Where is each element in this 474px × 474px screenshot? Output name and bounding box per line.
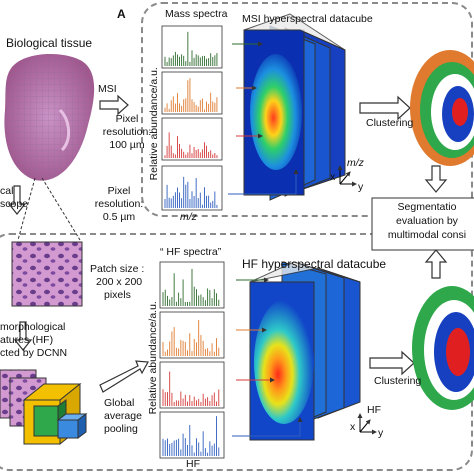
msi-spectra-title: Mass spectra — [165, 8, 228, 20]
microscope-label-1: cal — [0, 185, 14, 197]
segmentation-map-top — [410, 50, 474, 166]
msi-pixel-res-2: resolution: — [102, 126, 152, 138]
morph-label-1: morphological — [0, 321, 66, 333]
clustering-label-1: Clustering — [366, 117, 414, 129]
hf-pixel-res-3: 0.5 µm — [102, 211, 136, 223]
hf-pixel-res-2: resolution: — [94, 198, 144, 210]
pooling-arrow — [99, 360, 149, 393]
tissue-patch-image — [11, 241, 83, 307]
msi-cube-y-label: y — [358, 181, 364, 193]
clustering-arrow-2 — [369, 350, 415, 376]
hf-y-axis-label: Relative abundance/a.u. — [147, 301, 160, 415]
patch-size-3: pixels — [104, 289, 131, 301]
hf-cube-x-label: x — [350, 421, 356, 433]
msi-datacube — [243, 13, 346, 201]
tissue-title: Biological tissue — [6, 36, 93, 50]
segmentation-box — [371, 197, 474, 251]
segmentation-text-2: evaluation by — [396, 215, 458, 227]
microscope-label-2: scope — [0, 198, 29, 210]
panel-label: A — [117, 7, 126, 21]
msi-cube-depth-label: m/z — [347, 157, 364, 169]
msi-pixel-res-3: 100 µm — [109, 139, 145, 151]
msi-y-axis-label: Relative abundance/a.u. — [148, 67, 161, 181]
pooling-label-3: pooling — [104, 423, 138, 435]
pooling-label-2: average — [104, 410, 142, 422]
patch-size-2: 200 x 200 — [96, 276, 143, 288]
hf-datacube — [249, 261, 361, 441]
seg-up-arrow — [424, 249, 448, 279]
down-arrow-1 — [7, 185, 27, 215]
hf-cube-depth-label: HF — [367, 404, 381, 416]
hf-datacube-title: HF hyperspectral datacube — [242, 257, 387, 271]
msi-spectra-group — [161, 25, 223, 211]
morph-label-3: cted by DCNN — [0, 347, 68, 359]
segmentation-text-1: Segmentatio — [397, 201, 457, 213]
patch-size-1: Patch size : — [90, 263, 145, 275]
msi-x-axis-label: m/z — [180, 211, 197, 223]
pooling-label-1: Global — [104, 397, 135, 409]
segmentation-map-bottom — [412, 286, 474, 410]
clustering-arrow-1 — [359, 95, 411, 121]
msi-datacube-title: MSI hyperspectral datacube — [242, 13, 373, 25]
segmentation-text-3: multimodal consi — [387, 229, 467, 241]
down-arrow-2 — [13, 321, 33, 351]
tissue-section-image — [4, 54, 95, 181]
msi-pixel-res-1: Pixel — [115, 113, 139, 125]
hf-x-axis-label: HF — [186, 458, 200, 470]
msi-panel-frame — [141, 2, 473, 217]
hf-spectra-group — [159, 261, 225, 459]
dcnn-feature-block — [0, 369, 88, 446]
hf-spectra-title: “ HF spectra” — [160, 246, 222, 258]
msi-arrow-label: MSI — [98, 83, 117, 95]
clustering-label-2: Clustering — [374, 375, 422, 387]
msi-cube-x-label: x — [330, 171, 336, 183]
hf-cube-y-label: y — [378, 427, 384, 439]
msi-arrow — [99, 94, 129, 116]
hf-pixel-res-1: Pixel — [107, 185, 131, 197]
seg-down-arrow — [424, 165, 448, 193]
morph-label-2: atures (HF) — [0, 334, 54, 346]
